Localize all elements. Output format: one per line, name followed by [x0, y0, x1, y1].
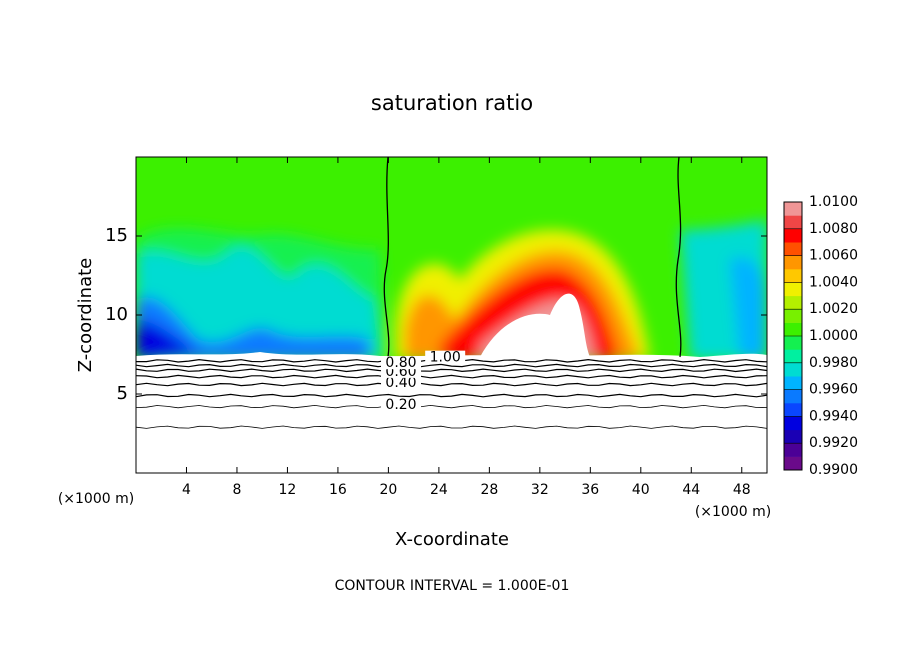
- contour-line: [135, 363, 768, 368]
- y-tick-label: 5: [117, 383, 128, 404]
- colorbar-band: [784, 336, 802, 350]
- x-tick-label: 48: [733, 482, 751, 498]
- colorbar-band: [784, 295, 802, 310]
- colorbar-band: [784, 362, 802, 377]
- field: [136, 157, 767, 473]
- plot-frame: [135, 156, 768, 474]
- contour-label-bg: [425, 350, 466, 364]
- colorbar-tick-label: 0.9900: [809, 462, 858, 478]
- colorbar-band: [784, 255, 802, 270]
- colorbar-band: [784, 416, 802, 431]
- colorbar-tick-label: 1.0020: [809, 301, 858, 317]
- colorbar-band: [784, 349, 802, 364]
- x-unit: (×1000 m): [695, 504, 771, 520]
- colorbar-band: [784, 282, 802, 297]
- contour-line: [135, 374, 768, 379]
- colorbar-band: [784, 242, 802, 256]
- x-tick-label: 24: [430, 482, 448, 498]
- chart-title: saturation ratio: [371, 91, 533, 115]
- contour-label: 1.00: [430, 350, 461, 366]
- colorbar-band: [784, 322, 802, 337]
- contour-line: [135, 425, 768, 429]
- y-tick-label: 10: [105, 304, 128, 325]
- x-axis-label: X-coordinate: [395, 529, 509, 550]
- contour-label: 0.40: [385, 375, 416, 391]
- colorbar-tick-label: 1.0040: [809, 274, 858, 290]
- colorbar-tick-label: 0.9940: [809, 408, 858, 424]
- colorbar-tick-label: 1.0080: [809, 221, 858, 237]
- colorbar-band: [784, 429, 802, 444]
- contour-label-bg: [381, 375, 422, 389]
- y-tick-label: 15: [105, 225, 128, 246]
- x-tick-label: 12: [279, 482, 297, 498]
- colorbar-tick-label: 0.9980: [809, 355, 858, 371]
- colorbar-band: [784, 309, 802, 323]
- colorbar-band: [784, 403, 802, 417]
- colorbar-band: [784, 389, 802, 404]
- x-tick-label: 40: [632, 482, 650, 498]
- x-tick-label: 16: [329, 482, 347, 498]
- contour-label: 0.80: [385, 355, 416, 371]
- colorbar-band: [784, 269, 802, 283]
- colorbar-band: [784, 228, 802, 243]
- colorbar-tick-label: 1.0100: [809, 194, 858, 210]
- contour-line: [135, 393, 768, 398]
- x-tick-label: 4: [182, 482, 191, 498]
- x-tick-label: 20: [379, 482, 397, 498]
- colorbar-band: [784, 376, 802, 390]
- colorbar-tick-label: 0.9960: [809, 382, 858, 398]
- x-tick-label: 44: [682, 482, 700, 498]
- colorbar-tick-label: 1.0000: [809, 328, 858, 344]
- contour-label-bg: [381, 398, 422, 412]
- x-tick-label: 28: [480, 482, 498, 498]
- colorbar-band: [784, 443, 802, 457]
- contour-label-bg: [381, 356, 422, 370]
- x-unit: (×1000 m): [58, 491, 134, 507]
- contour-label: 0.20: [385, 397, 416, 413]
- colorbar-band: [784, 202, 802, 216]
- x-tick-label: 32: [531, 482, 549, 498]
- colorbar-tick-label: 0.9920: [809, 435, 858, 451]
- x-tick-label: 36: [581, 482, 599, 498]
- y-axis-label: Z-coordinate: [75, 258, 96, 373]
- colorbar-band: [784, 456, 802, 471]
- contour-line: [135, 368, 768, 373]
- contour-line: [135, 382, 768, 387]
- footer: CONTOUR INTERVAL = 1.000E-01: [335, 578, 570, 594]
- colorbar-tick-label: 1.0060: [809, 248, 858, 264]
- colorbar-band: [784, 215, 802, 230]
- x-tick-label: 8: [232, 482, 241, 498]
- contour-line: [135, 404, 768, 409]
